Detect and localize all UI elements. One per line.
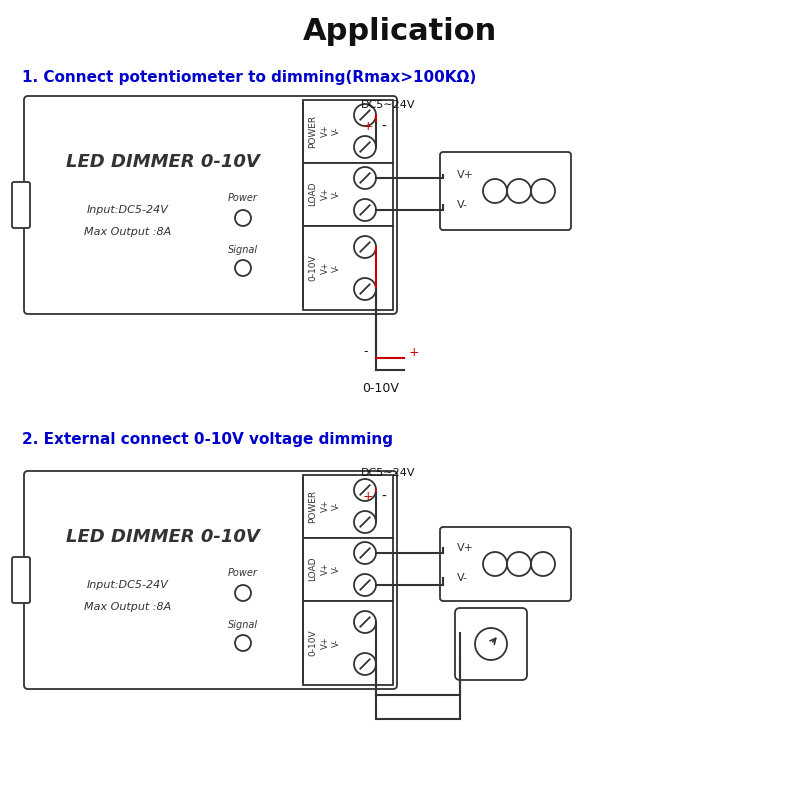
Text: V+: V+ bbox=[321, 637, 330, 650]
Bar bbox=[303, 100, 393, 163]
Bar bbox=[303, 163, 393, 226]
Text: POWER: POWER bbox=[309, 114, 318, 147]
Bar bbox=[303, 475, 393, 538]
Text: +: + bbox=[362, 490, 374, 503]
Text: Power: Power bbox=[228, 193, 258, 203]
Text: Signal: Signal bbox=[228, 620, 258, 630]
Text: +: + bbox=[409, 346, 419, 358]
Text: Input:DC5-24V: Input:DC5-24V bbox=[87, 580, 169, 590]
Text: -: - bbox=[364, 346, 368, 358]
Bar bbox=[303, 601, 393, 685]
Text: V+: V+ bbox=[321, 500, 330, 512]
FancyBboxPatch shape bbox=[12, 557, 30, 603]
Text: V+: V+ bbox=[457, 543, 474, 553]
Text: LOAD: LOAD bbox=[309, 557, 318, 582]
Text: POWER: POWER bbox=[309, 490, 318, 522]
Text: V+: V+ bbox=[457, 170, 474, 180]
Text: V-: V- bbox=[331, 264, 341, 272]
FancyBboxPatch shape bbox=[12, 182, 30, 228]
Text: DC5∼24V: DC5∼24V bbox=[361, 100, 415, 110]
FancyBboxPatch shape bbox=[440, 152, 571, 230]
Text: 0-10V: 0-10V bbox=[309, 630, 318, 656]
Text: LOAD: LOAD bbox=[309, 182, 318, 206]
Text: LED DIMMER 0-10V: LED DIMMER 0-10V bbox=[66, 153, 260, 171]
Text: 1. Connect potentiometer to dimming(Rmax>100KΩ): 1. Connect potentiometer to dimming(Rmax… bbox=[22, 70, 476, 85]
Text: Power: Power bbox=[228, 568, 258, 578]
Text: 0-10V: 0-10V bbox=[309, 254, 318, 282]
Text: 0-10V: 0-10V bbox=[362, 382, 399, 394]
Text: V+: V+ bbox=[321, 262, 330, 274]
Text: V+: V+ bbox=[321, 125, 330, 138]
Text: 2. External connect 0-10V voltage dimming: 2. External connect 0-10V voltage dimmin… bbox=[22, 432, 393, 447]
Text: -: - bbox=[382, 120, 386, 134]
Text: V-: V- bbox=[457, 200, 468, 210]
Text: +: + bbox=[362, 121, 374, 134]
Text: V-: V- bbox=[331, 502, 341, 510]
Text: V+: V+ bbox=[321, 188, 330, 200]
Text: V-: V- bbox=[331, 565, 341, 573]
Text: Max Output :8A: Max Output :8A bbox=[84, 227, 172, 237]
Text: Signal: Signal bbox=[228, 245, 258, 255]
Text: V-: V- bbox=[457, 573, 468, 583]
Text: V-: V- bbox=[331, 190, 341, 198]
FancyBboxPatch shape bbox=[24, 471, 397, 689]
FancyBboxPatch shape bbox=[440, 527, 571, 601]
Text: DC5∼24V: DC5∼24V bbox=[361, 468, 415, 478]
FancyBboxPatch shape bbox=[24, 96, 397, 314]
Text: V-: V- bbox=[331, 639, 341, 647]
Text: Input:DC5-24V: Input:DC5-24V bbox=[87, 205, 169, 215]
Text: V-: V- bbox=[331, 127, 341, 135]
Text: -: - bbox=[382, 490, 386, 504]
Bar bbox=[303, 226, 393, 310]
Bar bbox=[303, 538, 393, 601]
Text: Max Output :8A: Max Output :8A bbox=[84, 602, 172, 612]
FancyBboxPatch shape bbox=[455, 608, 527, 680]
Text: LED DIMMER 0-10V: LED DIMMER 0-10V bbox=[66, 528, 260, 546]
Text: V+: V+ bbox=[321, 562, 330, 575]
Text: Application: Application bbox=[303, 18, 497, 46]
